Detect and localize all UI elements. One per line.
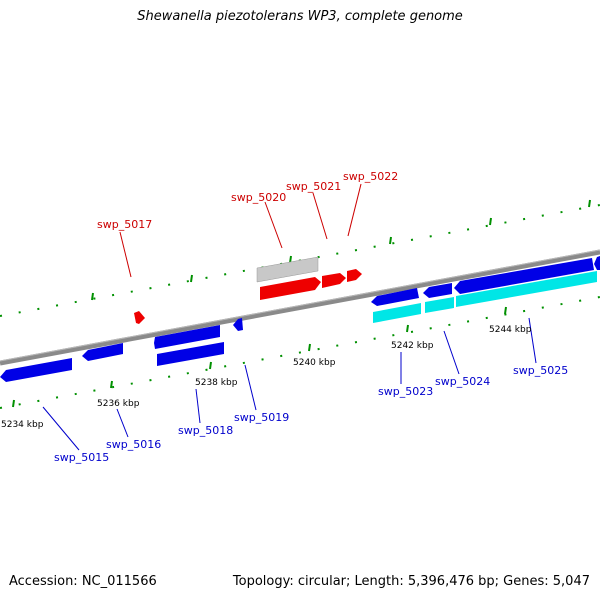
lower-tick-track bbox=[0, 296, 600, 409]
gene-swp-5018-a[interactable] bbox=[154, 325, 220, 349]
gene-swp-5015[interactable] bbox=[0, 358, 72, 382]
map-title: Shewanella piezotolerans WP3, complete g… bbox=[137, 9, 463, 24]
gene-swp-5017[interactable] bbox=[134, 311, 145, 324]
red-leader-lines bbox=[119, 183, 362, 278]
gene-swp-5021[interactable] bbox=[322, 273, 346, 288]
kbp-label: 5242 kbp bbox=[391, 341, 434, 351]
gene-blue-c[interactable] bbox=[454, 258, 594, 294]
kbp-label: 5236 kbp bbox=[97, 399, 140, 409]
gene-pseudo-grey[interactable] bbox=[256, 256, 319, 283]
gene-label-swp-5016[interactable]: swp_5016 bbox=[106, 438, 161, 451]
gene-label-swp-5019[interactable]: swp_5019 bbox=[234, 411, 289, 424]
upper-major-ticks bbox=[91, 199, 591, 301]
cds-swp-5024[interactable] bbox=[425, 297, 454, 313]
gene-label-swp-5018[interactable]: swp_5018 bbox=[178, 424, 233, 437]
gene-label-swp-5021[interactable]: swp_5021 bbox=[286, 180, 341, 193]
gene-swp-5018[interactable] bbox=[157, 342, 224, 366]
blue-leader-lines bbox=[42, 317, 537, 451]
cds-swp-5025[interactable] bbox=[456, 271, 597, 307]
gene-label-swp-5022[interactable]: swp_5022 bbox=[343, 170, 398, 183]
gene-swp-5019[interactable] bbox=[233, 318, 243, 331]
kbp-label: 5234 kbp bbox=[1, 420, 44, 430]
gene-label-swp-5017[interactable]: swp_5017 bbox=[97, 218, 152, 231]
gene-label-swp-5024[interactable]: swp_5024 bbox=[435, 375, 490, 388]
accession-label: Accession: NC_011566 bbox=[9, 574, 157, 589]
gene-label-swp-5025[interactable]: swp_5025 bbox=[513, 364, 568, 377]
cds-swp-5023[interactable] bbox=[373, 303, 421, 323]
gene-swp-5020[interactable] bbox=[260, 277, 321, 300]
gene-label-swp-5020[interactable]: swp_5020 bbox=[231, 191, 286, 204]
gene-swp-5022[interactable] bbox=[347, 269, 362, 282]
gene-label-swp-5015[interactable]: swp_5015 bbox=[54, 451, 109, 464]
gene-label-swp-5023[interactable]: swp_5023 bbox=[378, 385, 433, 398]
genome-summary: Topology: circular; Length: 5,396,476 bp… bbox=[232, 574, 590, 589]
gene-blue-a[interactable] bbox=[371, 288, 419, 306]
genome-backbone bbox=[0, 249, 600, 366]
gene-swp-5016[interactable] bbox=[82, 343, 123, 361]
gene-blue-b[interactable] bbox=[423, 283, 452, 298]
kbp-label: 5240 kbp bbox=[293, 358, 336, 368]
kbp-label: 5238 kbp bbox=[195, 378, 238, 388]
lower-major-ticks bbox=[12, 306, 507, 408]
gene-blue-d[interactable] bbox=[594, 256, 600, 270]
kbp-label: 5244 kbp bbox=[489, 325, 532, 335]
